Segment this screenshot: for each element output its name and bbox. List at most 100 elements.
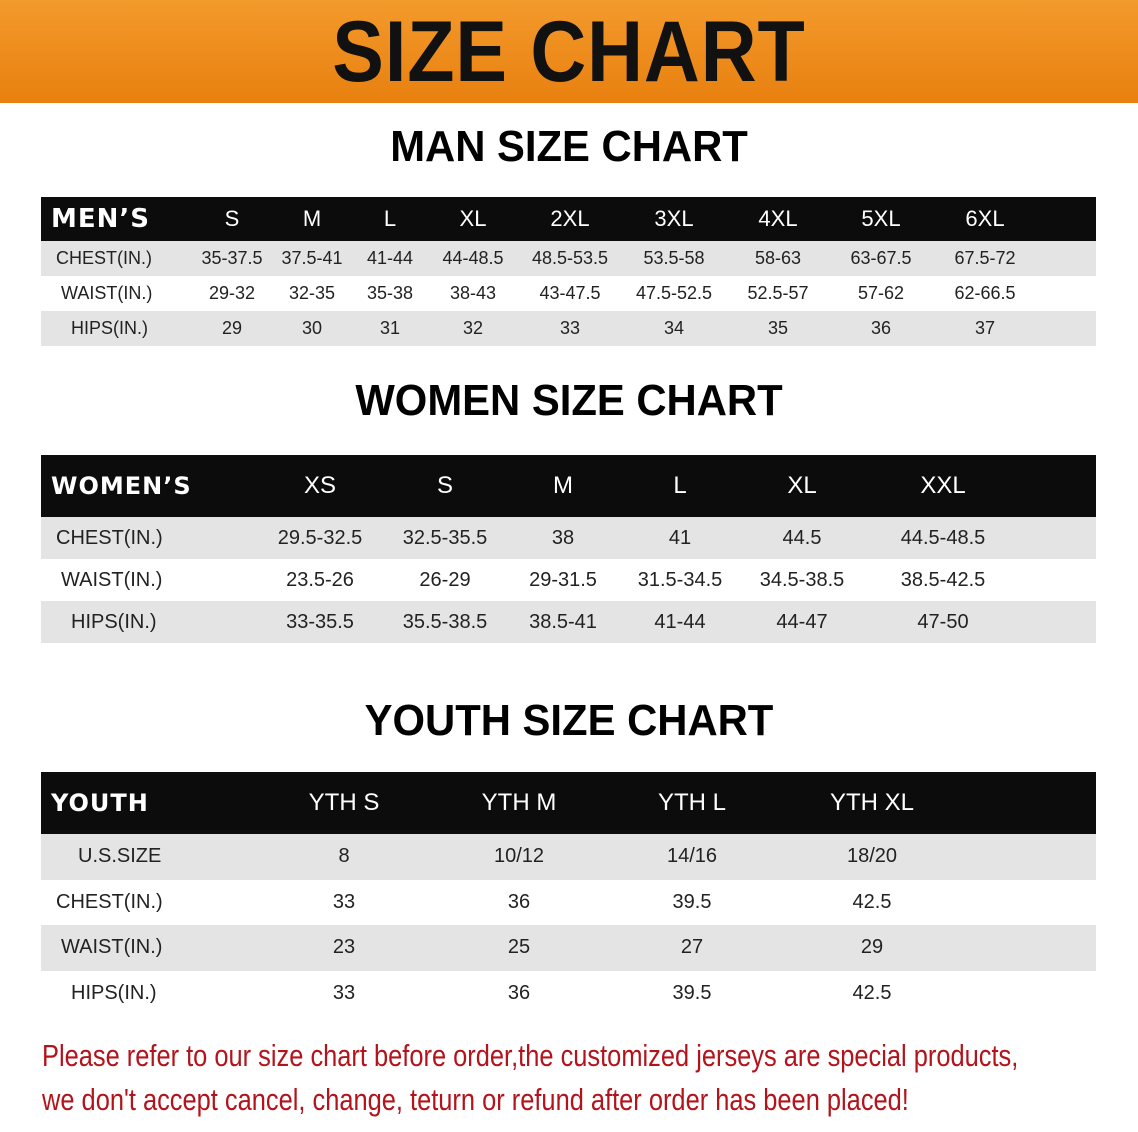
table-row: WAIST(IN.) 23.5-26 26-29 29-31.5 31.5-34.5 34… — [41, 559, 1096, 601]
measurement-label: CHEST(IN.) — [56, 890, 163, 913]
measurement-value: 41-44 — [366, 248, 414, 268]
measurement-value: 41 — [668, 526, 692, 549]
banner-title: SIZE CHART — [332, 4, 806, 100]
table-row: U.S.SIZE 8 10/12 14/16 18/20 — [41, 834, 1096, 880]
measurement-value: 14/16 — [666, 845, 718, 868]
measurement-label: WAIST(IN.) — [61, 568, 163, 591]
measurement-value: 32 — [462, 318, 484, 338]
measurement-value: 36 — [870, 318, 892, 338]
measurement-value: 33 — [559, 318, 581, 338]
measurement-value: 30 — [301, 318, 323, 338]
table-row: WAIST(IN.) 23 25 27 29 — [41, 925, 1096, 971]
size-column-header: XL — [459, 206, 487, 231]
notice-line-2: we don't accept cancel, change, teturn o… — [42, 1082, 909, 1117]
measurement-value: 31 — [379, 318, 401, 338]
measurement-label: CHEST(IN.) — [56, 526, 163, 549]
measurement-value: 29 — [860, 936, 884, 959]
measurement-value: 26-29 — [419, 568, 471, 591]
header-row: YOUTH YTH S YTH M YTH L YTH XL — [41, 772, 1096, 834]
measurement-value: 47-50 — [917, 610, 969, 633]
measurement-value: 34 — [663, 318, 685, 338]
size-column-header: S — [224, 206, 240, 231]
table-row: WAIST(IN.) 29-32 32-35 35-38 38-43 43-47.5 47.… — [41, 276, 1096, 311]
size-column-header: XL — [787, 472, 817, 499]
banner: SIZE CHART — [0, 0, 1138, 103]
measurement-value: 38-43 — [449, 283, 497, 303]
header-label: WOMEN’S — [51, 472, 192, 500]
measurement-value: 37.5-41 — [281, 248, 343, 268]
header-label: MEN’S — [51, 204, 150, 234]
size-column-header: 3XL — [654, 206, 694, 231]
measurement-label: HIPS(IN.) — [71, 981, 157, 1004]
measurement-label: HIPS(IN.) — [71, 318, 149, 338]
size-column-header: 4XL — [758, 206, 798, 231]
size-column-header: YTH XL — [829, 789, 915, 816]
measurement-value: 39.5 — [672, 890, 712, 913]
size-column-header: YTH S — [308, 789, 380, 816]
measurement-label: HIPS(IN.) — [71, 610, 157, 633]
header-label: YOUTH — [51, 789, 149, 817]
men-size-table: MEN’S S M L XL 2XL 3XL 4XL 5XL 6XL CHEST(IN.) 35-37… — [41, 197, 1096, 346]
measurement-value: 8 — [338, 845, 350, 868]
measurement-value: 29-31.5 — [529, 568, 597, 591]
table-row: HIPS(IN.) 33 36 39.5 42.5 — [41, 970, 1096, 1016]
measurement-value: 57-62 — [857, 283, 905, 303]
measurement-value: 62-66.5 — [954, 283, 1016, 303]
measurement-value: 44.5-48.5 — [900, 526, 986, 549]
measurement-value: 33 — [332, 890, 356, 913]
size-column-header: L — [383, 206, 397, 231]
women-section-title: WOMEN SIZE CHART — [355, 376, 783, 425]
measurement-value: 41-44 — [654, 610, 706, 633]
measurement-value: 47.5-52.5 — [635, 283, 713, 303]
size-column-header: YTH M — [481, 789, 557, 816]
measurement-value: 38.5-42.5 — [900, 568, 986, 591]
measurement-value: 38 — [551, 526, 575, 549]
size-column-header: 2XL — [550, 206, 590, 231]
size-column-header: 6XL — [965, 206, 1005, 231]
women-size-table: WOMEN’S XS S M L XL XXL CHEST(IN.) 29.5-32.5 32.5… — [41, 455, 1096, 643]
measurement-label: CHEST(IN.) — [56, 248, 152, 268]
measurement-value: 27 — [680, 936, 704, 959]
measurement-value: 39.5 — [672, 981, 712, 1004]
header-row: WOMEN’S XS S M L XL XXL — [41, 455, 1096, 517]
measurement-value: 58-63 — [754, 248, 802, 268]
measurement-value: 29.5-32.5 — [277, 526, 363, 549]
size-column-header: YTH L — [657, 789, 727, 816]
measurement-value: 43-47.5 — [539, 283, 601, 303]
youth-section-title: YOUTH SIZE CHART — [364, 696, 774, 745]
measurement-value: 36 — [507, 981, 531, 1004]
measurement-value: 52.5-57 — [747, 283, 809, 303]
notice-line-1: Please refer to our size chart before or… — [42, 1038, 1019, 1073]
measurement-value: 29 — [221, 318, 243, 338]
measurement-value: 35-38 — [366, 283, 414, 303]
measurement-value: 35 — [767, 318, 789, 338]
measurement-value: 23.5-26 — [286, 568, 354, 591]
measurement-value: 48.5-53.5 — [531, 248, 609, 268]
measurement-value: 31.5-34.5 — [637, 568, 723, 591]
measurement-value: 10/12 — [493, 845, 545, 868]
size-column-header: 5XL — [861, 206, 901, 231]
measurement-value: 63-67.5 — [850, 248, 912, 268]
measurement-value: 37 — [974, 318, 996, 338]
size-column-header: M — [553, 472, 573, 499]
measurement-value: 23 — [332, 936, 356, 959]
table-row: CHEST(IN.) 35-37.5 37.5-41 41-44 44-48.5 48.5… — [41, 241, 1096, 276]
measurement-value: 42.5 — [852, 890, 892, 913]
measurement-value: 25 — [507, 936, 531, 959]
measurement-label: WAIST(IN.) — [61, 936, 163, 959]
size-column-header: M — [302, 206, 322, 231]
measurement-value: 32.5-35.5 — [402, 526, 488, 549]
measurement-value: 44-48.5 — [442, 248, 504, 268]
size-column-header: XXL — [920, 472, 966, 499]
measurement-value: 36 — [507, 890, 531, 913]
table-row: HIPS(IN.) 29 30 31 32 33 34 35 36 37 — [41, 311, 1096, 346]
measurement-value: 33 — [332, 981, 356, 1004]
measurement-value: 32-35 — [288, 283, 336, 303]
table-row: HIPS(IN.) 33-35.5 35.5-38.5 38.5-41 41-44 44-… — [41, 601, 1096, 643]
measurement-value: 35-37.5 — [201, 248, 263, 268]
measurement-value: 44-47 — [776, 610, 828, 633]
measurement-value: 35.5-38.5 — [402, 610, 488, 633]
measurement-value: 53.5-58 — [643, 248, 705, 268]
measurement-value: 34.5-38.5 — [759, 568, 845, 591]
measurement-value: 42.5 — [852, 981, 892, 1004]
